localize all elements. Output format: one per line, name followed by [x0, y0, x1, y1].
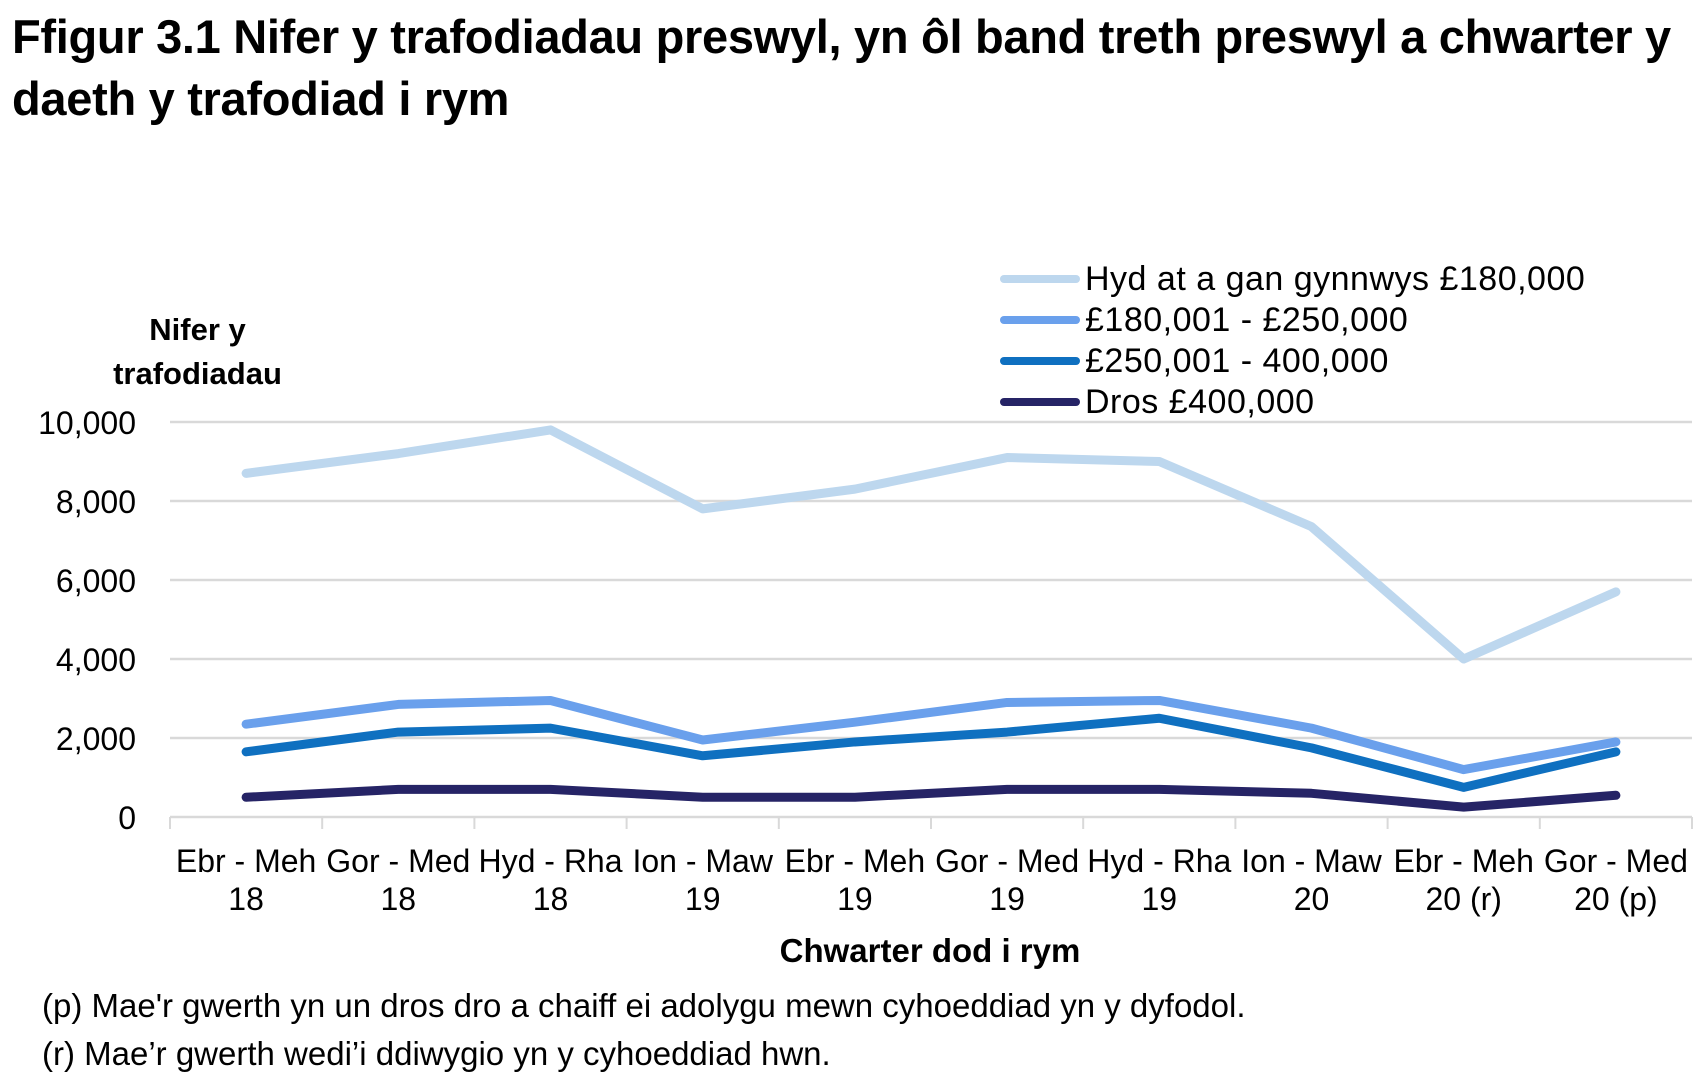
y-tick-label: 4,000 [56, 642, 136, 678]
series-line-1 [241, 695, 1621, 775]
x-tick-label-period: Ion - Maw [632, 843, 773, 879]
x-tick-label-period: Hyd - Rha [1087, 843, 1231, 879]
legend: Hyd at a gan gynnwys £180,000 £180,001 - … [1000, 258, 1585, 422]
x-tick-label-period: Ion - Maw [1241, 843, 1382, 879]
x-tick-label-year: 20 [1294, 881, 1330, 917]
x-tick-label-year: 20 (p) [1574, 881, 1658, 917]
legend-swatch-icon [1000, 315, 1080, 324]
legend-item: Hyd at a gan gynnwys £180,000 [1000, 258, 1585, 299]
y-tick-label: 10,000 [38, 405, 136, 441]
note-provisional: (p) Mae'r gwerth yn un dros dro a chaiff… [42, 987, 1246, 1024]
legend-item: £250,001 - 400,000 [1000, 340, 1585, 381]
legend-item: £180,001 - £250,000 [1000, 299, 1585, 340]
x-tick-label-period: Ebr - Meh [1393, 843, 1533, 879]
x-tick-label-year: 20 (r) [1425, 881, 1501, 917]
note-revised: (r) Mae’r gwerth wedi’i ddiwygio yn y cy… [42, 1035, 831, 1072]
series-line-3 [241, 784, 1621, 812]
legend-label: Hyd at a gan gynnwys £180,000 [1085, 259, 1586, 298]
y-axis-ticks: 0 2,000 4,000 6,000 8,000 10,000 [38, 405, 136, 836]
y-tick-label: 0 [118, 800, 136, 836]
legend-swatch-icon [1000, 356, 1080, 365]
y-tick-label: 2,000 [56, 721, 136, 757]
x-tick-label-year: 19 [1142, 881, 1178, 917]
x-tick-label-period: Ebr - Meh [785, 843, 925, 879]
legend-label: £250,001 - 400,000 [1085, 341, 1389, 380]
series-line-0 [241, 425, 1621, 664]
x-tick-label-period: Gor - Med [1544, 843, 1688, 879]
y-tick-label: 6,000 [56, 563, 136, 599]
x-tick-label-period: Gor - Med [935, 843, 1079, 879]
x-tick-label-period: Hyd - Rha [478, 843, 622, 879]
x-tick-label-year: 19 [989, 881, 1025, 917]
y-axis-title-line1: Nifer y [149, 312, 246, 347]
x-tick-label-year: 18 [533, 881, 569, 917]
y-axis-title: Nifer y trafodiadau [70, 308, 325, 396]
legend-label: Dros £400,000 [1085, 382, 1315, 421]
series-line-2 [241, 713, 1621, 792]
y-tick-label: 8,000 [56, 484, 136, 520]
data-series [241, 425, 1621, 812]
x-tick-label-year: 19 [837, 881, 873, 917]
x-tick-label-year: 18 [228, 881, 264, 917]
legend-item: Dros £400,000 [1000, 381, 1585, 422]
legend-label: £180,001 - £250,000 [1085, 300, 1409, 339]
x-tick-label-period: Ebr - Meh [176, 843, 316, 879]
x-axis-title: Chwarter dod i rym [779, 932, 1081, 969]
legend-swatch-icon [1000, 397, 1080, 406]
legend-swatch-icon [1000, 274, 1080, 283]
x-tick-label-year: 18 [381, 881, 417, 917]
x-tick-label-year: 19 [685, 881, 721, 917]
y-axis-title-line2: trafodiadau [113, 356, 282, 391]
x-tick-label-period: Gor - Med [326, 843, 470, 879]
chart-title: Ffigur 3.1 Nifer y trafodiadau preswyl, … [12, 10, 1671, 125]
